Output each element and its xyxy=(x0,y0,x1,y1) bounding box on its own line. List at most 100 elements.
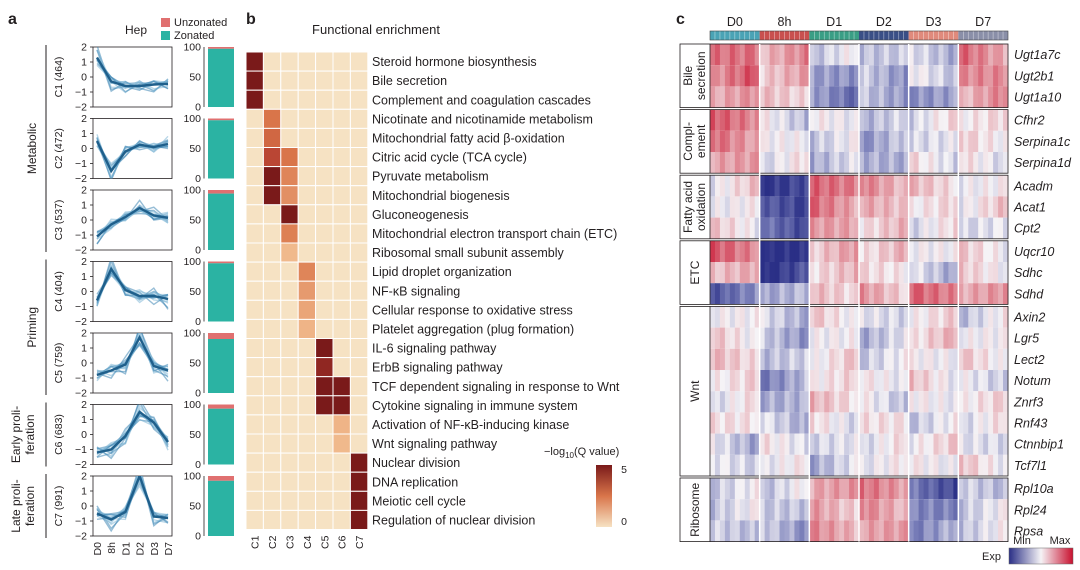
expression-cell xyxy=(769,348,775,370)
expression-cell xyxy=(938,520,944,542)
expression-cell xyxy=(749,412,756,434)
expression-cell xyxy=(963,196,969,218)
expression-cell xyxy=(839,65,845,87)
expression-cell xyxy=(854,65,860,87)
panel-a-label: a xyxy=(8,11,17,28)
expression-cell xyxy=(859,152,865,174)
expression-cell xyxy=(774,152,780,174)
bar-zonated xyxy=(208,193,234,250)
expression-cell xyxy=(938,391,944,413)
expression-cell xyxy=(888,478,895,500)
expression-cell xyxy=(893,196,900,218)
y-tick-label: 1 xyxy=(81,414,87,426)
bar-zonated xyxy=(208,263,234,322)
cluster-label: C6 (683) xyxy=(53,414,65,455)
expression-cell xyxy=(873,327,880,349)
expression-cell xyxy=(928,348,934,370)
cluster-mean-line xyxy=(96,476,169,521)
gene-label: Uqcr10 xyxy=(1014,245,1054,259)
expression-cell xyxy=(834,44,840,66)
expression-cell xyxy=(988,327,994,349)
expression-cell xyxy=(963,499,969,521)
expression-cell xyxy=(710,454,716,476)
bar-axis-tick-label: 100 xyxy=(183,399,201,411)
expression-cell xyxy=(978,109,984,131)
expression-cell xyxy=(794,152,800,174)
expression-cell xyxy=(859,175,865,197)
expression-cell xyxy=(829,433,835,455)
expression-cell xyxy=(769,454,775,476)
expression-cell xyxy=(794,175,800,197)
expression-cell xyxy=(804,86,810,108)
expression-cell xyxy=(923,109,929,131)
expression-cell xyxy=(988,262,994,284)
expression-cell xyxy=(754,175,761,197)
x-tick-label: D3 xyxy=(149,542,161,556)
expression-cell xyxy=(878,520,885,542)
expression-cell xyxy=(804,196,810,218)
expression-cell xyxy=(774,283,780,305)
expression-cell xyxy=(719,65,726,87)
expression-cell xyxy=(943,370,949,392)
expression-cell xyxy=(729,327,736,349)
expression-cell xyxy=(878,196,885,218)
enrichment-cell xyxy=(280,357,299,378)
expression-cell xyxy=(893,65,900,87)
expression-cell xyxy=(933,196,939,218)
expression-cell xyxy=(774,262,780,284)
expression-cell xyxy=(878,478,885,500)
expression-cell xyxy=(834,283,840,305)
group-box xyxy=(679,240,1009,305)
expression-cell xyxy=(978,152,984,174)
expression-cell xyxy=(968,391,974,413)
expression-cell xyxy=(908,65,915,87)
expression-cell xyxy=(953,217,959,239)
expression-cell xyxy=(729,196,736,218)
expression-cell xyxy=(983,130,989,152)
expression-cell xyxy=(809,412,815,434)
expression-cell xyxy=(868,65,875,87)
enrichment-cell xyxy=(245,357,264,378)
expression-cell xyxy=(993,454,999,476)
y-tick-label: −2 xyxy=(75,459,87,471)
expression-cell xyxy=(809,433,815,455)
gene-group-label-line2: ement xyxy=(694,124,708,158)
expression-cell xyxy=(908,109,915,131)
expression-cell xyxy=(908,327,915,349)
expression-cell xyxy=(993,240,999,262)
expression-colorbar xyxy=(1008,547,1074,565)
expression-cell xyxy=(839,262,845,284)
expression-cell xyxy=(819,327,825,349)
expression-cell xyxy=(868,217,875,239)
expression-cell xyxy=(829,412,835,434)
expression-cell xyxy=(863,306,870,328)
expression-cell xyxy=(918,175,924,197)
expression-cell xyxy=(779,391,785,413)
expression-cell xyxy=(859,370,865,392)
expression-cell xyxy=(958,240,964,262)
enrichment-cell xyxy=(349,51,369,72)
enrichment-cell xyxy=(297,509,317,530)
expression-cell xyxy=(888,44,895,66)
expression-cell xyxy=(903,370,910,392)
expression-cell xyxy=(759,240,766,262)
group-box xyxy=(679,174,1009,240)
expression-cell xyxy=(749,283,756,305)
expression-cell xyxy=(789,130,795,152)
expression-cell xyxy=(759,391,766,413)
expression-cell xyxy=(998,478,1004,500)
expression-cell xyxy=(923,65,929,87)
enrichment-cell xyxy=(297,185,317,206)
expression-cell xyxy=(839,130,845,152)
expression-cell xyxy=(824,240,830,262)
expression-cell xyxy=(893,370,900,392)
expression-cell xyxy=(973,520,979,542)
expression-cell xyxy=(819,478,825,500)
expression-cell xyxy=(749,370,756,392)
expression-cell xyxy=(1003,109,1009,131)
expression-cell xyxy=(978,370,984,392)
expression-cell xyxy=(938,412,944,434)
expression-cell xyxy=(814,454,820,476)
expression-cell xyxy=(809,520,815,542)
expression-cell xyxy=(878,370,885,392)
